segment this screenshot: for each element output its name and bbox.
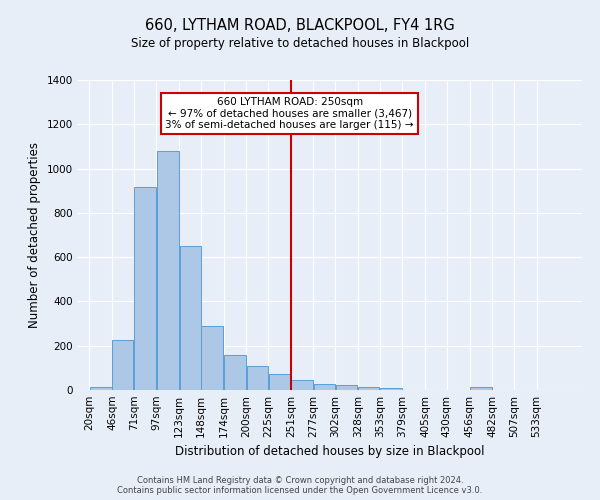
Bar — [291, 380, 313, 390]
Text: 660 LYTHAM ROAD: 250sqm
← 97% of detached houses are smaller (3,467)
3% of semi-: 660 LYTHAM ROAD: 250sqm ← 97% of detache… — [166, 97, 414, 130]
Bar — [224, 355, 246, 390]
Bar — [470, 387, 492, 390]
Bar — [335, 385, 358, 390]
Bar — [202, 326, 223, 390]
Bar — [269, 374, 290, 390]
Bar — [157, 151, 179, 390]
Bar — [179, 246, 200, 390]
Text: Contains HM Land Registry data © Crown copyright and database right 2024.
Contai: Contains HM Land Registry data © Crown c… — [118, 476, 482, 495]
Bar — [314, 384, 335, 390]
X-axis label: Distribution of detached houses by size in Blackpool: Distribution of detached houses by size … — [175, 446, 485, 458]
Bar — [247, 366, 268, 390]
Bar — [380, 388, 402, 390]
Bar — [358, 386, 379, 390]
Bar — [90, 386, 112, 390]
Bar — [134, 188, 156, 390]
Text: Size of property relative to detached houses in Blackpool: Size of property relative to detached ho… — [131, 38, 469, 51]
Y-axis label: Number of detached properties: Number of detached properties — [28, 142, 41, 328]
Bar — [112, 340, 133, 390]
Text: 660, LYTHAM ROAD, BLACKPOOL, FY4 1RG: 660, LYTHAM ROAD, BLACKPOOL, FY4 1RG — [145, 18, 455, 32]
